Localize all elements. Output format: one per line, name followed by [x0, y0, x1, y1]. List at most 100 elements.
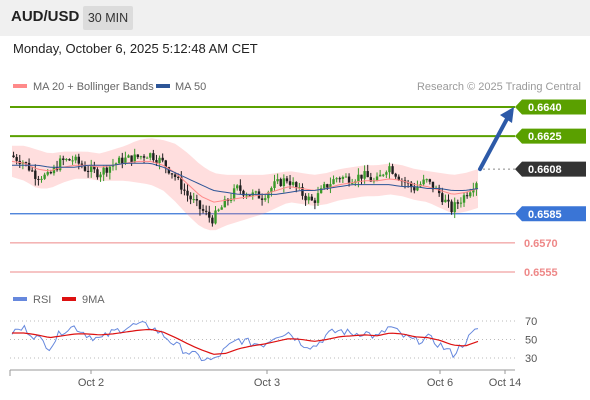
candle-body: [155, 160, 158, 163]
candle-body: [34, 170, 37, 179]
candle-body: [99, 174, 102, 178]
candle-body: [357, 174, 360, 182]
ma50-line: [12, 162, 479, 195]
candle-body: [239, 185, 242, 191]
candle-body: [316, 193, 320, 203]
candle-body: [180, 177, 183, 190]
bollinger-band-fill: [12, 138, 478, 231]
candle-body: [462, 195, 466, 203]
forecast-arrow-head: [500, 107, 514, 123]
candle-body: [30, 170, 34, 172]
candle-body: [223, 199, 227, 208]
symbol-title: AUD/USD: [11, 8, 80, 25]
candle-body: [96, 169, 99, 178]
level-label-0.6640: 0.6640: [528, 102, 562, 114]
header-bar: AUD/USD 30 MIN: [0, 0, 590, 36]
candle-body: [441, 193, 444, 203]
candle-body: [254, 191, 258, 193]
candle-body: [298, 187, 301, 189]
candle-body: [161, 157, 164, 161]
forecast-arrow: [478, 107, 514, 172]
candle-body: [177, 176, 180, 178]
candle-body: [71, 160, 74, 162]
candle-body: [136, 154, 140, 158]
report-datetime: Monday, October 6, 2025 5:12:48 AM CET: [13, 41, 258, 56]
rsi-legend-label: RSI: [33, 294, 51, 306]
rsi-line: [11, 320, 479, 362]
candle-body: [273, 181, 276, 188]
candle-body: [189, 195, 192, 200]
candle-body: [341, 176, 345, 180]
candle-body: [453, 202, 456, 213]
candle-body: [58, 158, 62, 171]
candle-body: [220, 207, 223, 210]
level-label-0.6608: 0.6608: [528, 164, 562, 176]
candle-body: [413, 187, 416, 191]
candle-body: [465, 195, 469, 197]
candle-body: [329, 184, 332, 188]
candle-body: [267, 192, 270, 199]
candle-body: [338, 178, 341, 180]
candle-body: [459, 202, 463, 204]
candle-body: [335, 178, 338, 180]
candle-body: [186, 190, 189, 196]
candle-body: [65, 159, 68, 161]
candles: [12, 148, 478, 227]
candle-body: [83, 166, 87, 171]
candle-body: [198, 200, 202, 210]
candle-body: [285, 178, 289, 182]
candle-body: [111, 164, 115, 167]
time-tick-label: Oct 2: [78, 377, 104, 389]
candle-body: [152, 153, 155, 161]
candle-body: [469, 192, 472, 197]
candle-body: [388, 166, 391, 173]
level-label-0.6625: 0.6625: [528, 131, 562, 143]
candle-body: [127, 155, 130, 158]
ma50-legend-label: MA 50: [175, 81, 206, 93]
level-label-0.6570: 0.6570: [524, 238, 558, 250]
candle-body: [332, 179, 335, 185]
moving-averages: [11, 160, 479, 203]
candle-body: [204, 210, 208, 212]
candle-body: [363, 171, 366, 179]
time-axis: Oct 2 Oct 3 Oct 6 Oct 14: [9, 369, 521, 389]
time-tick-label: Oct 6: [427, 377, 453, 389]
candle-body: [49, 172, 53, 174]
candle-body: [301, 187, 304, 196]
timeframe-button[interactable]: 30 MIN: [83, 6, 133, 30]
candle-body: [422, 179, 425, 185]
candle-body: [114, 163, 118, 165]
candle-body: [425, 179, 428, 181]
rsi-ma-line: [12, 328, 479, 355]
candle-body: [279, 179, 282, 186]
candle-body: [382, 174, 385, 176]
bollinger-legend-swatch: [13, 84, 27, 88]
candle-body: [15, 157, 18, 161]
candle-body: [391, 166, 394, 174]
time-tick-label: Oct 3: [254, 377, 280, 389]
level-tag-0.6640: [515, 99, 586, 115]
candle-body: [74, 156, 77, 161]
candle-body: [68, 159, 71, 161]
candle-body: [394, 173, 397, 177]
candle-body: [102, 167, 105, 175]
candle-body: [397, 176, 400, 181]
candle-body: [27, 162, 31, 171]
candle-body: [288, 181, 292, 185]
candle-body: [360, 174, 363, 179]
candle-body: [46, 172, 49, 175]
candle-body: [142, 156, 146, 158]
candle-body: [375, 176, 379, 181]
candle-body: [108, 166, 112, 173]
candle-body: [124, 157, 127, 164]
candle-body: [385, 172, 388, 175]
candle-body: [326, 184, 329, 188]
levels-layer: [10, 106, 515, 273]
candle-body: [236, 185, 239, 189]
candle-body: [366, 171, 369, 178]
candle-body: [350, 183, 354, 185]
candle-body: [444, 199, 447, 203]
candle-body: [62, 158, 65, 160]
candle-body: [24, 162, 28, 164]
candle-body: [260, 198, 264, 200]
